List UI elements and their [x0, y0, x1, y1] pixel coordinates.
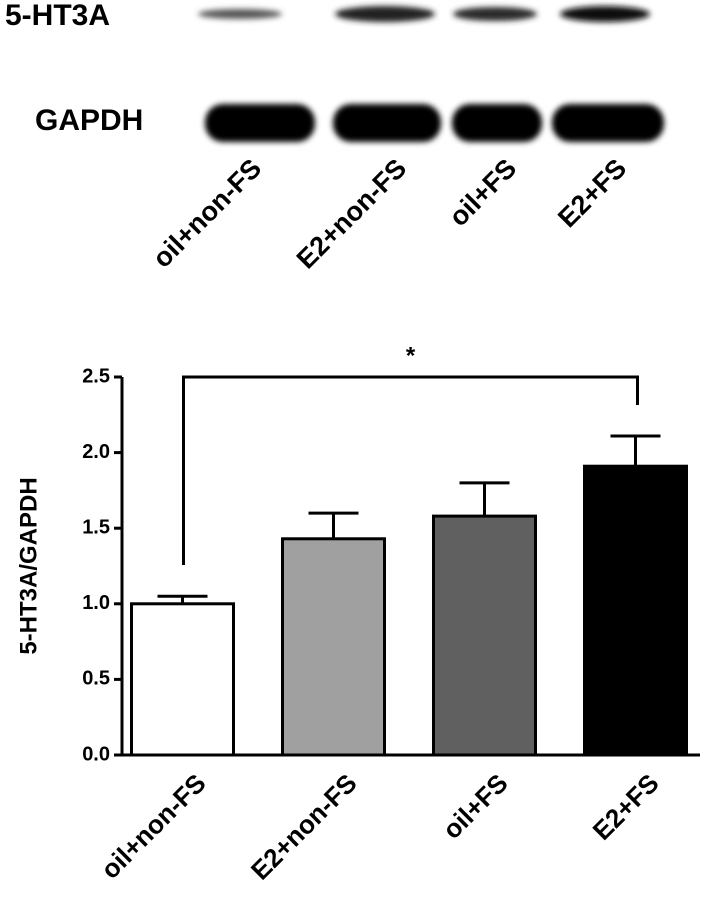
blot-bands — [198, 6, 664, 142]
y-tick-label: 0.5 — [82, 668, 110, 690]
blot-lane-label: oil+FS — [443, 153, 522, 232]
blot-lane-label: E2+FS — [552, 153, 632, 233]
y-tick-label: 1.0 — [82, 592, 110, 614]
significance-label: * — [406, 342, 416, 369]
y-tick-label: 2.5 — [82, 365, 110, 387]
bar — [130, 602, 235, 757]
x-tick-label: E2+non-FS — [245, 768, 363, 886]
y-axis-label: 5-HT3A/GAPDH — [15, 477, 42, 654]
y-tick-label: 1.5 — [82, 516, 110, 538]
blot-row-label: GAPDH — [35, 104, 143, 137]
blot-lane-label: E2+non-FS — [291, 153, 412, 274]
blot-lane-label: oil+non-FS — [147, 153, 267, 273]
bar — [281, 537, 386, 757]
y-tick-label: 2.0 — [82, 441, 110, 463]
y-tick-label: 0.0 — [82, 743, 110, 765]
blot-row-label: 5-HT3A — [5, 0, 110, 32]
bar — [583, 464, 688, 757]
bar — [432, 514, 537, 757]
significance-bracket — [182, 375, 639, 565]
x-tick-label: E2+FS — [587, 768, 665, 846]
x-tick-label: oil+FS — [437, 768, 514, 845]
x-tick-label: oil+non-FS — [95, 768, 212, 885]
